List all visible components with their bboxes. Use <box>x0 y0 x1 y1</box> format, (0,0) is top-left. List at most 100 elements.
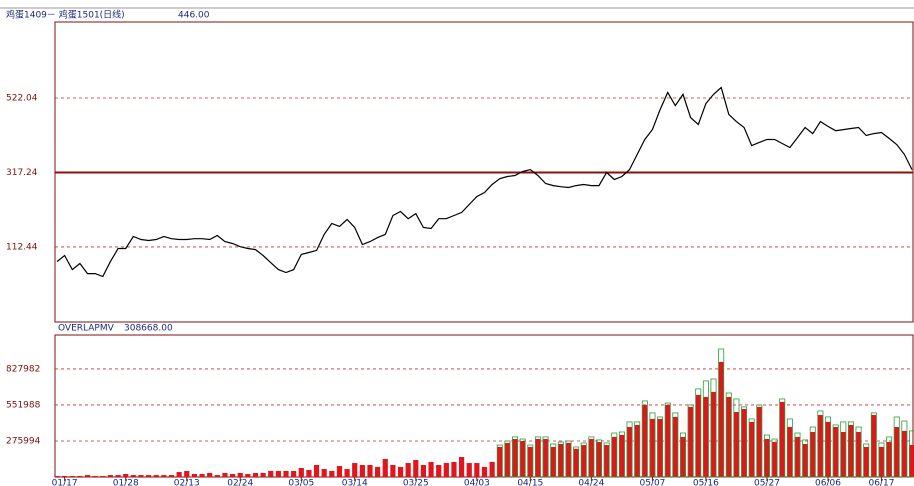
bar <box>710 391 717 477</box>
bar <box>847 421 854 478</box>
bar <box>726 396 732 477</box>
bar <box>283 470 289 477</box>
bar <box>756 406 762 477</box>
bar <box>344 469 350 477</box>
x-tick-label: 02/13 <box>174 479 200 486</box>
x-tick-label: 06/06 <box>815 479 841 486</box>
bar <box>779 398 786 478</box>
bar <box>413 460 419 477</box>
bar <box>634 421 641 478</box>
bar <box>787 427 793 477</box>
bar <box>375 466 381 477</box>
bar <box>634 424 640 477</box>
bar <box>863 443 870 478</box>
bar <box>199 473 205 477</box>
bar <box>718 348 725 478</box>
bar <box>580 442 587 478</box>
bar <box>786 418 793 478</box>
bar <box>611 436 617 477</box>
bar <box>275 470 281 477</box>
bar <box>466 463 472 477</box>
bar <box>100 475 106 477</box>
bar <box>871 415 877 477</box>
bar <box>680 436 686 477</box>
bar <box>436 464 442 477</box>
bar <box>107 475 114 477</box>
bar <box>840 421 847 478</box>
bar <box>687 404 694 478</box>
bar <box>138 475 144 477</box>
bar <box>542 439 549 477</box>
bar <box>565 442 572 477</box>
bar <box>618 431 625 478</box>
bar <box>703 396 709 477</box>
bar <box>870 412 877 478</box>
bar <box>191 473 198 477</box>
bar <box>749 421 755 477</box>
bar <box>833 427 839 477</box>
bar <box>390 464 396 477</box>
bar <box>611 432 618 478</box>
bar <box>214 475 220 477</box>
bar <box>130 475 136 477</box>
bar <box>367 464 373 477</box>
x-tick-label: 04/03 <box>464 479 490 486</box>
bar <box>657 418 663 477</box>
bar <box>497 446 503 477</box>
y-tick-label: 112.44 <box>6 242 38 252</box>
bar <box>512 439 518 477</box>
bar <box>481 466 488 477</box>
bar <box>550 443 557 478</box>
bar <box>626 427 633 477</box>
x-tick-label: 03/14 <box>342 479 368 486</box>
x-tick-label: 03/05 <box>288 479 314 486</box>
bar <box>779 401 785 477</box>
bar <box>596 439 603 478</box>
bar <box>695 394 701 477</box>
bar <box>291 470 297 477</box>
line <box>56 86 913 278</box>
annotation: 308668.00 <box>124 324 173 334</box>
bar <box>909 445 914 477</box>
bar <box>641 400 648 478</box>
bar <box>581 445 587 477</box>
bar <box>725 392 732 478</box>
bar <box>123 473 129 477</box>
bar <box>558 443 564 477</box>
bar <box>596 442 602 477</box>
bar <box>542 436 549 478</box>
panel-title: OVERLAPMV <box>58 324 115 334</box>
bar <box>161 475 167 477</box>
x-tick-label: 04/24 <box>578 479 604 486</box>
bar <box>748 418 755 478</box>
bar <box>252 472 259 477</box>
chart-title: 鸡蛋1409－ 鸡蛋1501(日线) <box>6 9 125 21</box>
bar <box>901 430 907 477</box>
bar <box>496 444 503 478</box>
bar <box>642 404 648 477</box>
x-tick-label: 05/27 <box>754 479 780 486</box>
bar <box>459 457 465 477</box>
bar <box>69 475 75 477</box>
bar <box>550 446 556 477</box>
bar <box>603 442 610 478</box>
bar <box>176 472 182 477</box>
bar <box>146 475 152 477</box>
bar <box>901 420 908 478</box>
x-tick-label: 05/16 <box>693 479 719 486</box>
bar <box>741 409 747 477</box>
bar <box>665 404 671 477</box>
y-tick-label: 551988 <box>6 400 41 410</box>
bar <box>848 424 854 477</box>
bar <box>817 415 823 477</box>
x-tick-label: 02/24 <box>227 479 253 486</box>
bar <box>382 458 388 477</box>
bar <box>184 470 190 477</box>
bar <box>321 469 327 477</box>
bar <box>794 432 801 478</box>
bar <box>619 434 625 477</box>
bar <box>718 361 724 477</box>
bar <box>573 448 579 477</box>
